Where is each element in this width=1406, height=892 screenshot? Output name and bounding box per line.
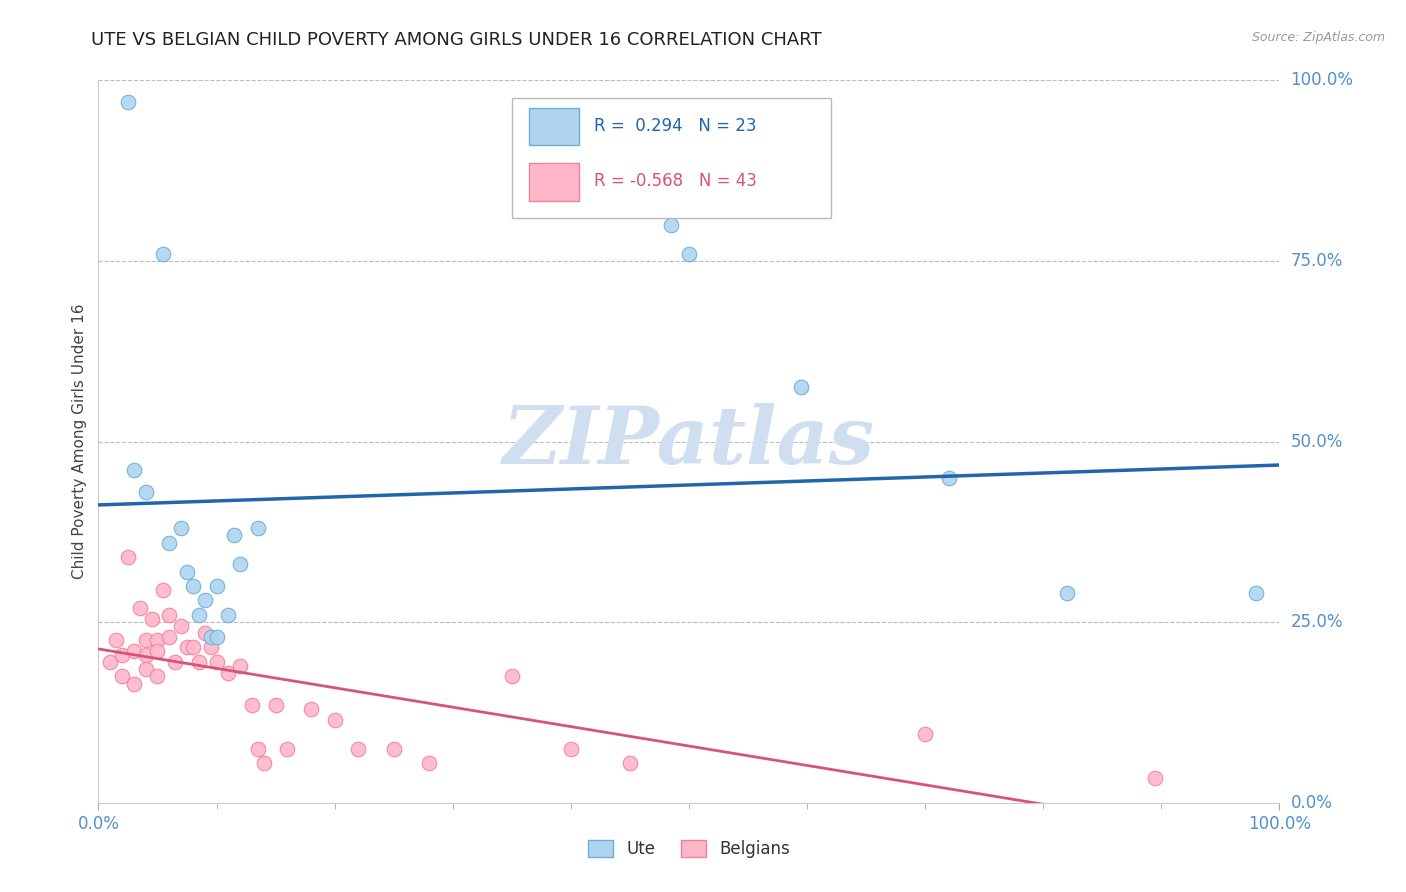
Point bbox=[135, 662, 157, 676]
Text: 100.0%: 100.0% bbox=[1291, 71, 1354, 89]
FancyBboxPatch shape bbox=[512, 98, 831, 218]
Point bbox=[141, 611, 163, 625]
Point bbox=[1144, 771, 1167, 785]
Point bbox=[135, 633, 157, 648]
Point bbox=[501, 669, 523, 683]
Point bbox=[246, 741, 269, 756]
Point bbox=[418, 756, 440, 770]
Point bbox=[128, 600, 150, 615]
Point bbox=[264, 698, 287, 713]
Point bbox=[165, 655, 187, 669]
Point bbox=[200, 630, 222, 644]
Point bbox=[938, 470, 960, 484]
Text: 25.0%: 25.0% bbox=[1291, 613, 1343, 632]
Point bbox=[146, 644, 169, 658]
Point bbox=[187, 607, 209, 622]
Point bbox=[152, 246, 174, 260]
Text: UTE VS BELGIAN CHILD POVERTY AMONG GIRLS UNDER 16 CORRELATION CHART: UTE VS BELGIAN CHILD POVERTY AMONG GIRLS… bbox=[91, 31, 823, 49]
Point bbox=[1244, 586, 1267, 600]
Point bbox=[176, 640, 198, 655]
Point bbox=[181, 640, 204, 655]
Point bbox=[181, 579, 204, 593]
Point bbox=[217, 607, 239, 622]
Point bbox=[205, 655, 228, 669]
Point bbox=[176, 565, 198, 579]
Point bbox=[276, 741, 298, 756]
Point bbox=[194, 593, 217, 607]
Point bbox=[229, 558, 252, 572]
Point bbox=[229, 658, 252, 673]
Point bbox=[157, 607, 180, 622]
Point bbox=[323, 713, 346, 727]
Point bbox=[98, 655, 121, 669]
Point bbox=[170, 521, 193, 535]
Point bbox=[152, 582, 174, 597]
Point bbox=[146, 669, 169, 683]
FancyBboxPatch shape bbox=[530, 163, 579, 201]
Point bbox=[560, 741, 582, 756]
Point bbox=[117, 95, 139, 109]
Point bbox=[170, 619, 193, 633]
Text: R =  0.294   N = 23: R = 0.294 N = 23 bbox=[595, 117, 756, 135]
Point bbox=[146, 633, 169, 648]
Point bbox=[187, 655, 209, 669]
Point bbox=[914, 727, 936, 741]
Point bbox=[678, 246, 700, 260]
Text: 0.0%: 0.0% bbox=[1291, 794, 1333, 812]
Point bbox=[659, 218, 682, 232]
Text: 75.0%: 75.0% bbox=[1291, 252, 1343, 270]
Point bbox=[122, 676, 145, 690]
Point bbox=[122, 463, 145, 477]
Point bbox=[157, 630, 180, 644]
Point bbox=[619, 756, 641, 770]
Legend: Ute, Belgians: Ute, Belgians bbox=[579, 832, 799, 867]
Point bbox=[1056, 586, 1078, 600]
Point bbox=[205, 579, 228, 593]
Point bbox=[205, 630, 228, 644]
Point bbox=[246, 521, 269, 535]
Point bbox=[122, 644, 145, 658]
Point bbox=[194, 626, 217, 640]
Text: R = -0.568   N = 43: R = -0.568 N = 43 bbox=[595, 172, 758, 190]
Text: 50.0%: 50.0% bbox=[1291, 433, 1343, 450]
Point bbox=[105, 633, 128, 648]
Point bbox=[157, 535, 180, 549]
Point bbox=[135, 648, 157, 662]
Point bbox=[299, 702, 322, 716]
FancyBboxPatch shape bbox=[530, 108, 579, 145]
Point bbox=[117, 550, 139, 565]
Point bbox=[111, 648, 134, 662]
Point bbox=[111, 669, 134, 683]
Point bbox=[790, 380, 813, 394]
Point bbox=[347, 741, 370, 756]
Text: ZIPatlas: ZIPatlas bbox=[503, 403, 875, 480]
Point bbox=[253, 756, 276, 770]
Text: Source: ZipAtlas.com: Source: ZipAtlas.com bbox=[1251, 31, 1385, 45]
Point bbox=[200, 640, 222, 655]
Point bbox=[135, 485, 157, 500]
Point bbox=[217, 665, 239, 680]
Point bbox=[240, 698, 263, 713]
Y-axis label: Child Poverty Among Girls Under 16: Child Poverty Among Girls Under 16 bbox=[72, 304, 87, 579]
Point bbox=[382, 741, 405, 756]
Point bbox=[224, 528, 246, 542]
